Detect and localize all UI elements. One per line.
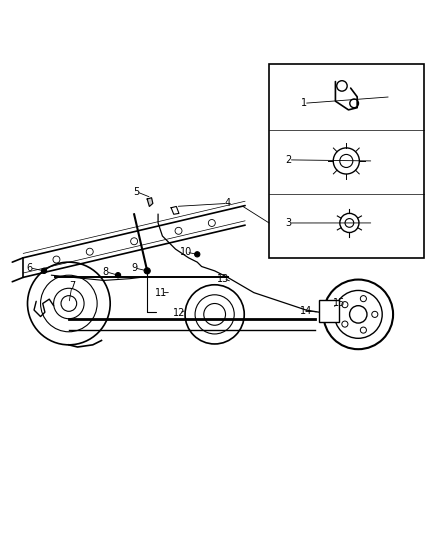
Text: 6: 6 — [27, 263, 33, 273]
Circle shape — [116, 272, 120, 278]
Text: 1: 1 — [301, 98, 307, 108]
Text: 3: 3 — [286, 218, 292, 228]
Circle shape — [144, 268, 150, 274]
Text: 10: 10 — [180, 247, 192, 257]
Text: 8: 8 — [103, 266, 109, 277]
Polygon shape — [147, 198, 153, 206]
Text: 11: 11 — [155, 288, 168, 297]
Circle shape — [194, 252, 200, 257]
Bar — [319, 301, 339, 322]
Circle shape — [42, 268, 47, 273]
Text: 5: 5 — [133, 187, 139, 197]
Text: 13: 13 — [217, 273, 230, 284]
Text: 15: 15 — [332, 298, 345, 309]
Text: 12: 12 — [173, 308, 185, 318]
Text: 7: 7 — [69, 281, 75, 291]
Text: 2: 2 — [286, 155, 292, 165]
Text: 14: 14 — [300, 306, 312, 316]
Text: 4: 4 — [225, 198, 231, 208]
Bar — [269, 64, 424, 258]
Text: 9: 9 — [131, 263, 137, 273]
